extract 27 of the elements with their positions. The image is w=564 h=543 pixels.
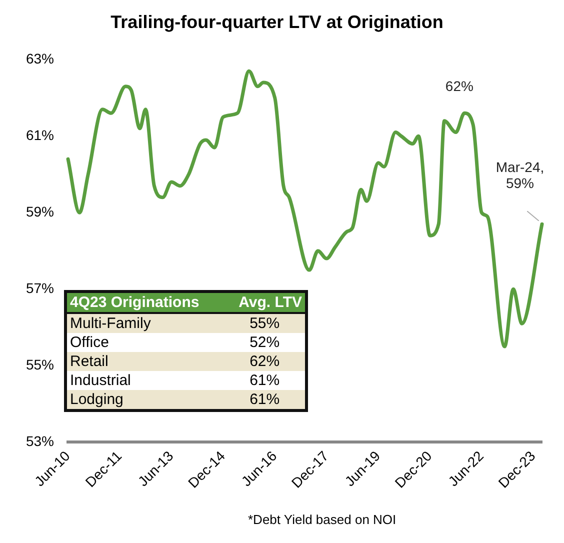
table-row: Industrial 61%: [66, 371, 306, 390]
y-tick-label: 55%: [26, 356, 54, 373]
y-tick-label: 59%: [26, 204, 54, 220]
line-series: [66, 69, 544, 348]
annotation: 61%: [248, 390, 281, 410]
annotation: 61%: [248, 371, 281, 390]
annotation: 55%: [248, 314, 281, 333]
y-tick-label: 61%: [26, 126, 54, 143]
annotation: Avg. LTV: [238, 293, 303, 313]
y-tick-label: 53%: [26, 433, 54, 450]
annotation: 62%: [248, 352, 281, 371]
annotation: Industrial: [69, 371, 132, 390]
table-row: Office 52%: [66, 333, 306, 352]
annotation: Retail: [69, 352, 110, 371]
annotation: 62%: [445, 78, 474, 94]
annotation: Office: [69, 333, 110, 352]
y-tick-label: 57%: [26, 280, 54, 296]
table-header: 4Q23 Originations Avg. LTV: [66, 292, 306, 313]
annotation: 4Q23 Originations: [69, 293, 200, 313]
text: *Debt Yield based on NOI: [248, 512, 398, 527]
y-tick-label: 63%: [26, 50, 54, 66]
annotation: Lodging: [69, 390, 124, 410]
annotation: 52%: [248, 333, 281, 352]
annotation: Multi-Family: [69, 314, 152, 333]
chart-title: Trailing-four-quarter LTV at Origination: [110, 12, 444, 32]
annotation: Mar-24, 59%: [496, 159, 544, 192]
table-row: Multi-Family 55%: [66, 313, 306, 333]
